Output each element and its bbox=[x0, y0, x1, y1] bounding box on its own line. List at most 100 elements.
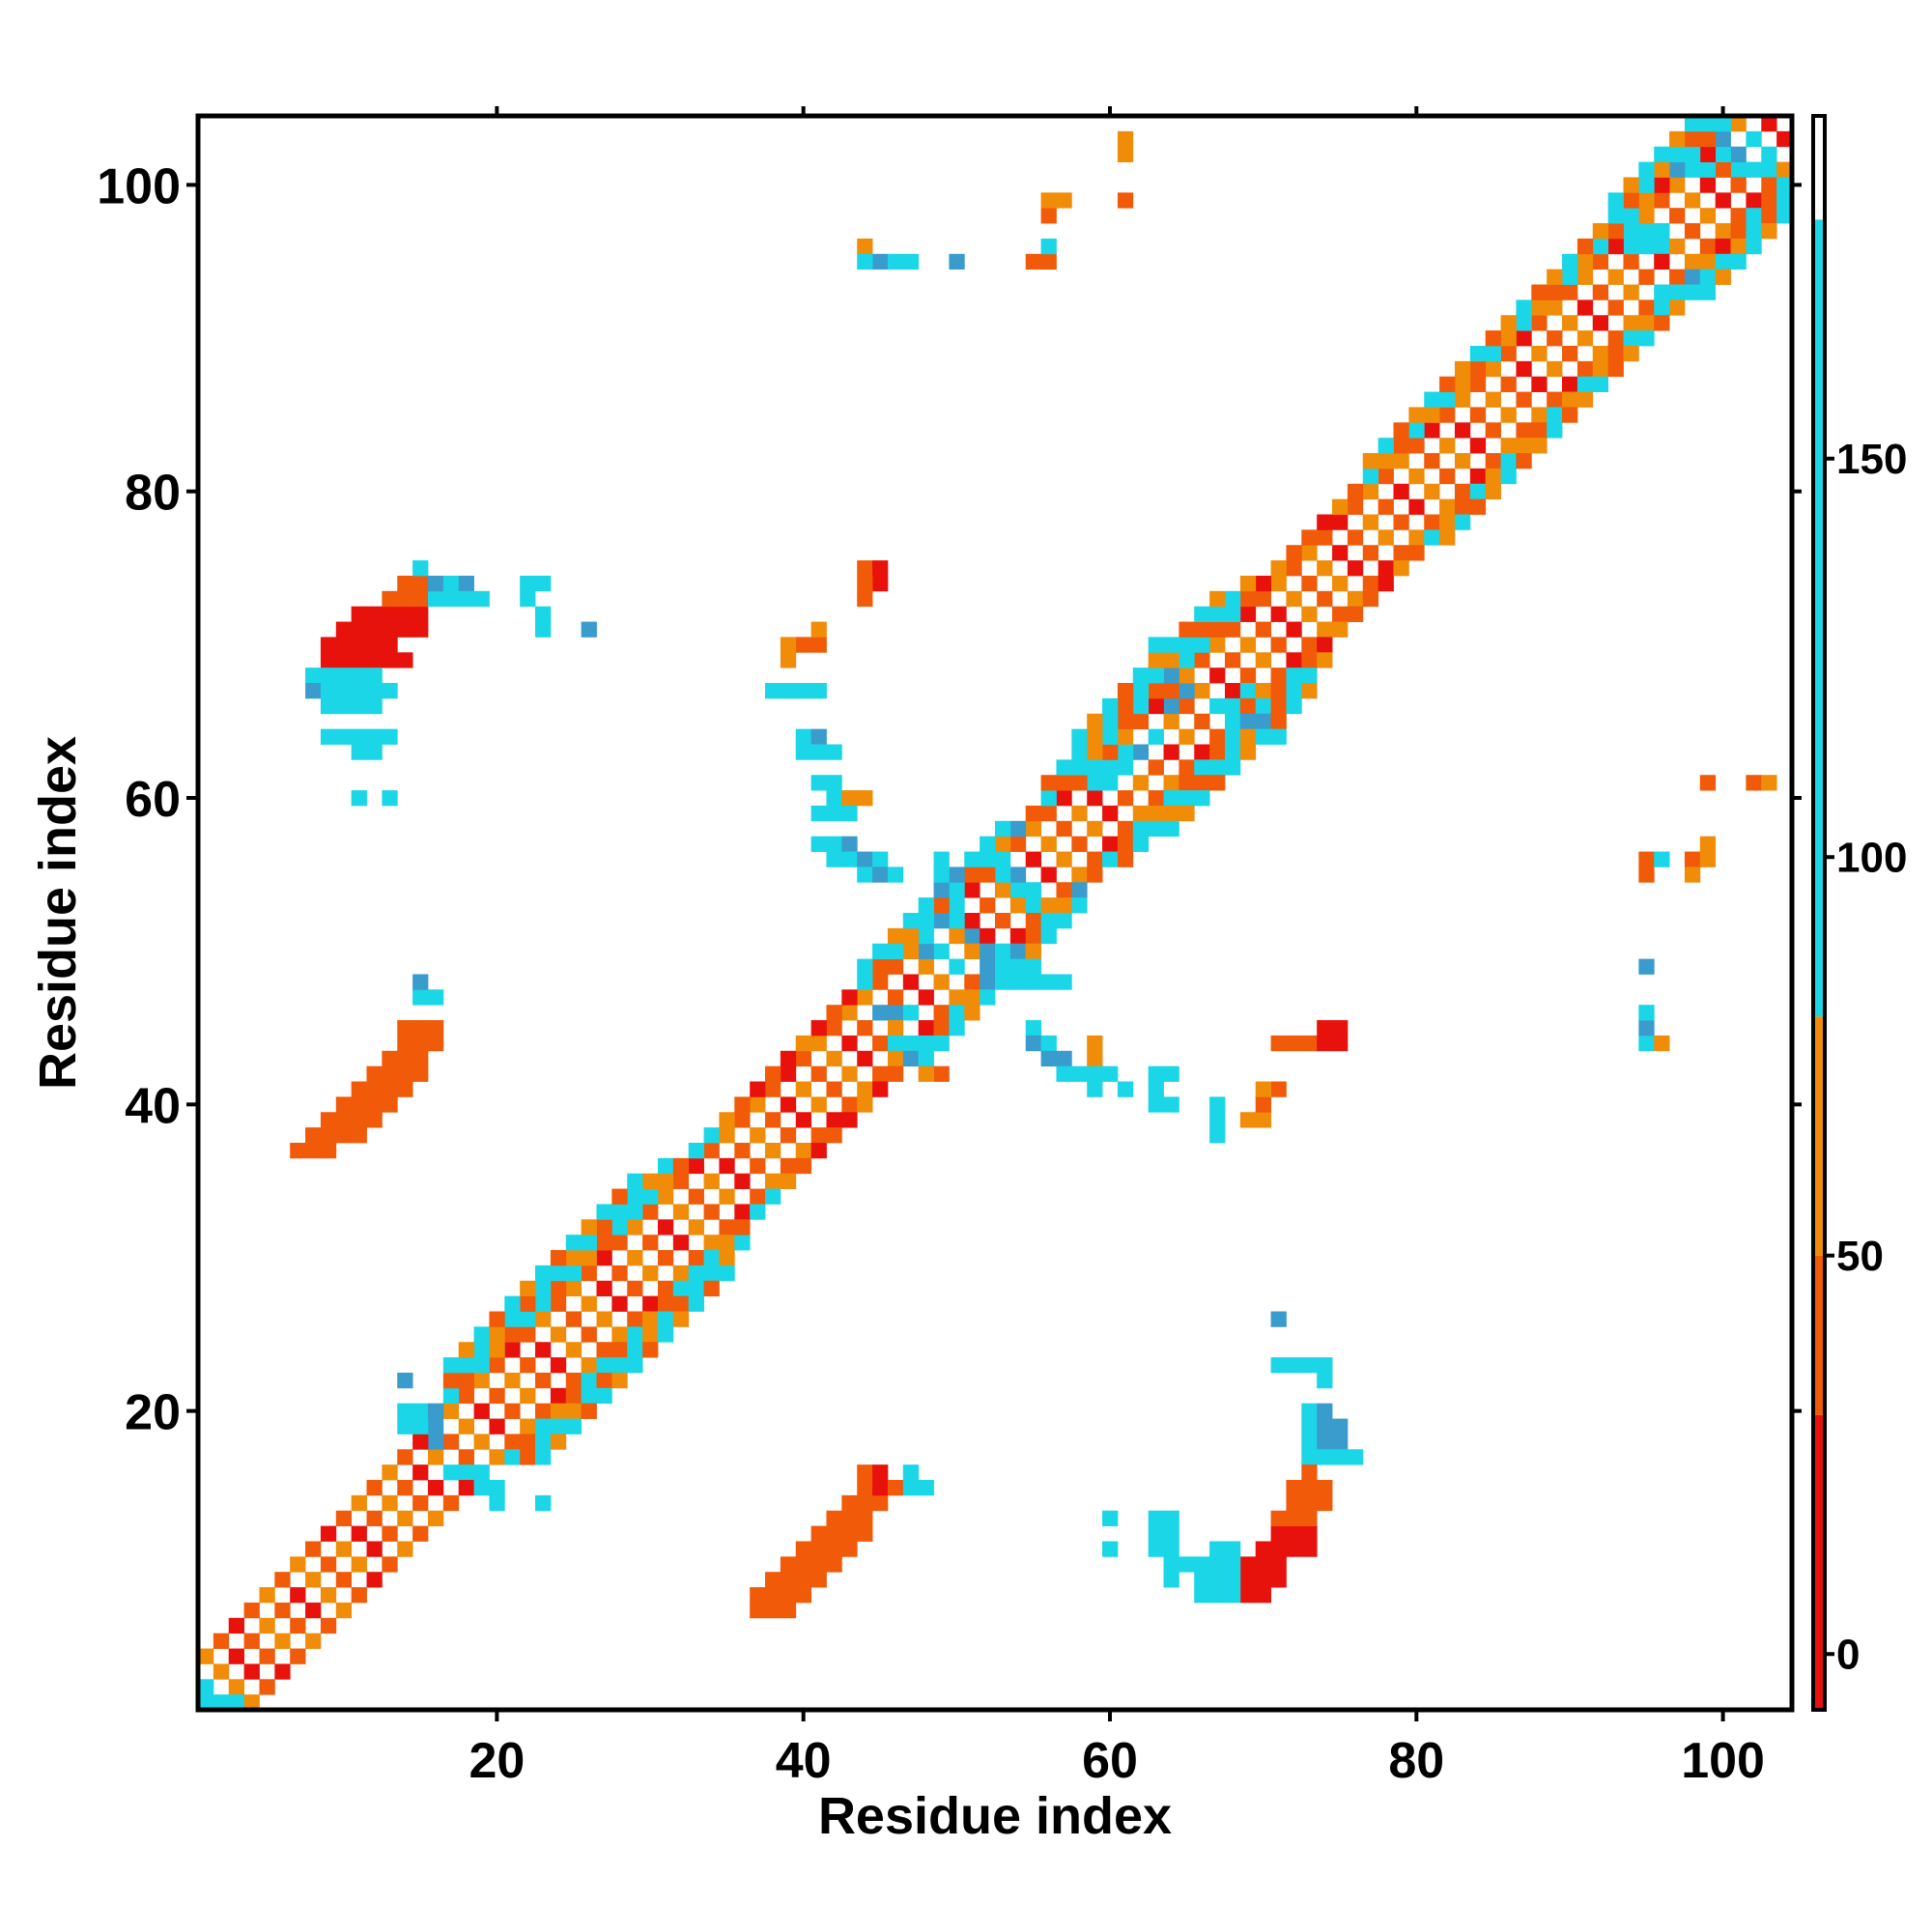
heatmap-cell bbox=[1255, 1541, 1271, 1557]
heatmap-cell bbox=[1516, 391, 1532, 408]
heatmap-cell bbox=[1301, 1403, 1318, 1419]
heatmap-cell bbox=[1087, 744, 1103, 760]
heatmap-cell bbox=[933, 851, 950, 867]
heatmap-cell bbox=[1301, 545, 1318, 561]
heatmap-cell bbox=[1699, 836, 1717, 852]
heatmap-cell bbox=[1469, 438, 1487, 454]
heatmap-cell bbox=[565, 1250, 582, 1266]
heatmap-cell bbox=[902, 1480, 920, 1496]
heatmap-cell bbox=[1102, 836, 1119, 852]
heatmap-cell bbox=[1317, 529, 1333, 546]
heatmap-cell bbox=[1776, 192, 1793, 209]
heatmap-cell bbox=[872, 253, 889, 270]
colorbar-tick-label: 0 bbox=[1836, 1631, 1860, 1678]
heatmap-cell bbox=[335, 1541, 353, 1557]
heatmap-cell bbox=[290, 1142, 306, 1159]
heatmap-cell bbox=[1163, 637, 1179, 653]
heatmap-cell bbox=[887, 958, 904, 975]
heatmap-cell bbox=[627, 1357, 643, 1374]
heatmap-cell bbox=[1087, 759, 1103, 776]
heatmap-cell bbox=[427, 590, 444, 608]
heatmap-cell bbox=[1592, 345, 1609, 362]
heatmap-cell bbox=[1040, 1050, 1057, 1067]
heatmap-cell bbox=[1577, 269, 1594, 285]
heatmap-cell bbox=[1531, 407, 1548, 423]
heatmap-cell bbox=[1301, 1525, 1318, 1542]
heatmap-cell bbox=[1531, 438, 1548, 454]
heatmap-cell bbox=[611, 1264, 628, 1282]
heatmap-cell bbox=[1148, 637, 1164, 653]
heatmap-cell bbox=[1761, 223, 1777, 240]
heatmap-cell bbox=[535, 575, 552, 592]
heatmap-cell bbox=[918, 943, 934, 959]
colorbar-tick-label: 100 bbox=[1836, 834, 1907, 881]
heatmap-cell bbox=[1577, 330, 1594, 347]
heatmap-cell bbox=[1699, 130, 1717, 148]
heatmap-cell bbox=[1224, 697, 1241, 715]
heatmap-cell bbox=[1699, 253, 1717, 270]
heatmap-cell bbox=[351, 652, 367, 668]
heatmap-cell bbox=[627, 1219, 643, 1236]
heatmap-cell bbox=[857, 974, 873, 990]
heatmap-cell bbox=[1117, 790, 1134, 807]
heatmap-cell bbox=[902, 927, 920, 945]
heatmap-cell bbox=[887, 1050, 904, 1067]
colorbar-band bbox=[1813, 116, 1825, 220]
heatmap-cell bbox=[1654, 146, 1670, 162]
heatmap-cell bbox=[1040, 974, 1057, 990]
heatmap-cell bbox=[780, 1127, 797, 1144]
heatmap-cell bbox=[1040, 208, 1057, 224]
heatmap-cell bbox=[1562, 253, 1578, 270]
heatmap-cell bbox=[857, 253, 873, 270]
heatmap-cell bbox=[672, 1264, 690, 1282]
heatmap-cell bbox=[1224, 590, 1241, 608]
heatmap-cell bbox=[1638, 299, 1655, 316]
heatmap-cell bbox=[1592, 315, 1609, 331]
heatmap-cell bbox=[1056, 192, 1072, 209]
heatmap-cell bbox=[1317, 621, 1333, 638]
heatmap-cell bbox=[995, 943, 1011, 959]
heatmap-cell bbox=[795, 1081, 812, 1097]
heatmap-cell bbox=[1148, 697, 1164, 715]
heatmap-cell bbox=[427, 1403, 444, 1419]
heatmap-cell bbox=[734, 1219, 751, 1236]
heatmap-cell bbox=[1317, 1418, 1333, 1435]
heatmap-cell bbox=[872, 560, 889, 577]
heatmap-cell bbox=[1255, 1587, 1271, 1604]
heatmap-cell bbox=[458, 1357, 474, 1374]
heatmap-cell bbox=[596, 1357, 612, 1374]
heatmap-cell bbox=[458, 1372, 474, 1389]
heatmap-cell bbox=[320, 1617, 337, 1634]
heatmap-cell bbox=[550, 1403, 567, 1419]
heatmap-cell bbox=[489, 1357, 505, 1374]
heatmap-cell bbox=[1179, 652, 1195, 668]
heatmap-cell bbox=[1194, 713, 1210, 730]
heatmap-cell bbox=[1117, 130, 1134, 148]
heatmap-cell bbox=[1638, 330, 1655, 347]
heatmap-cell bbox=[1301, 637, 1318, 653]
heatmap-cell bbox=[810, 836, 827, 852]
heatmap-cell bbox=[980, 927, 996, 945]
heatmap-cell bbox=[565, 1342, 582, 1358]
heatmap-cell bbox=[995, 974, 1011, 990]
heatmap-cell bbox=[1378, 575, 1394, 592]
heatmap-cell bbox=[1148, 668, 1164, 684]
heatmap-cell bbox=[1638, 958, 1655, 975]
heatmap-cell bbox=[320, 1525, 337, 1542]
heatmap-cell bbox=[750, 1204, 766, 1220]
heatmap-cell bbox=[995, 867, 1011, 883]
heatmap-cell bbox=[596, 1250, 612, 1266]
heatmap-cell bbox=[489, 1449, 505, 1465]
heatmap-cell bbox=[1209, 1556, 1226, 1573]
heatmap-cell bbox=[382, 1556, 398, 1573]
heatmap-cell bbox=[1654, 299, 1670, 316]
heatmap-cell bbox=[320, 652, 337, 668]
heatmap-cell bbox=[1378, 468, 1394, 485]
heatmap-cell bbox=[1715, 116, 1731, 132]
heatmap-cell bbox=[397, 590, 413, 608]
heatmap-cell bbox=[1684, 192, 1701, 209]
heatmap-cell bbox=[642, 1326, 659, 1343]
heatmap-cell bbox=[1224, 728, 1241, 745]
heatmap-cell bbox=[1132, 820, 1150, 838]
heatmap-cell bbox=[826, 1127, 842, 1144]
